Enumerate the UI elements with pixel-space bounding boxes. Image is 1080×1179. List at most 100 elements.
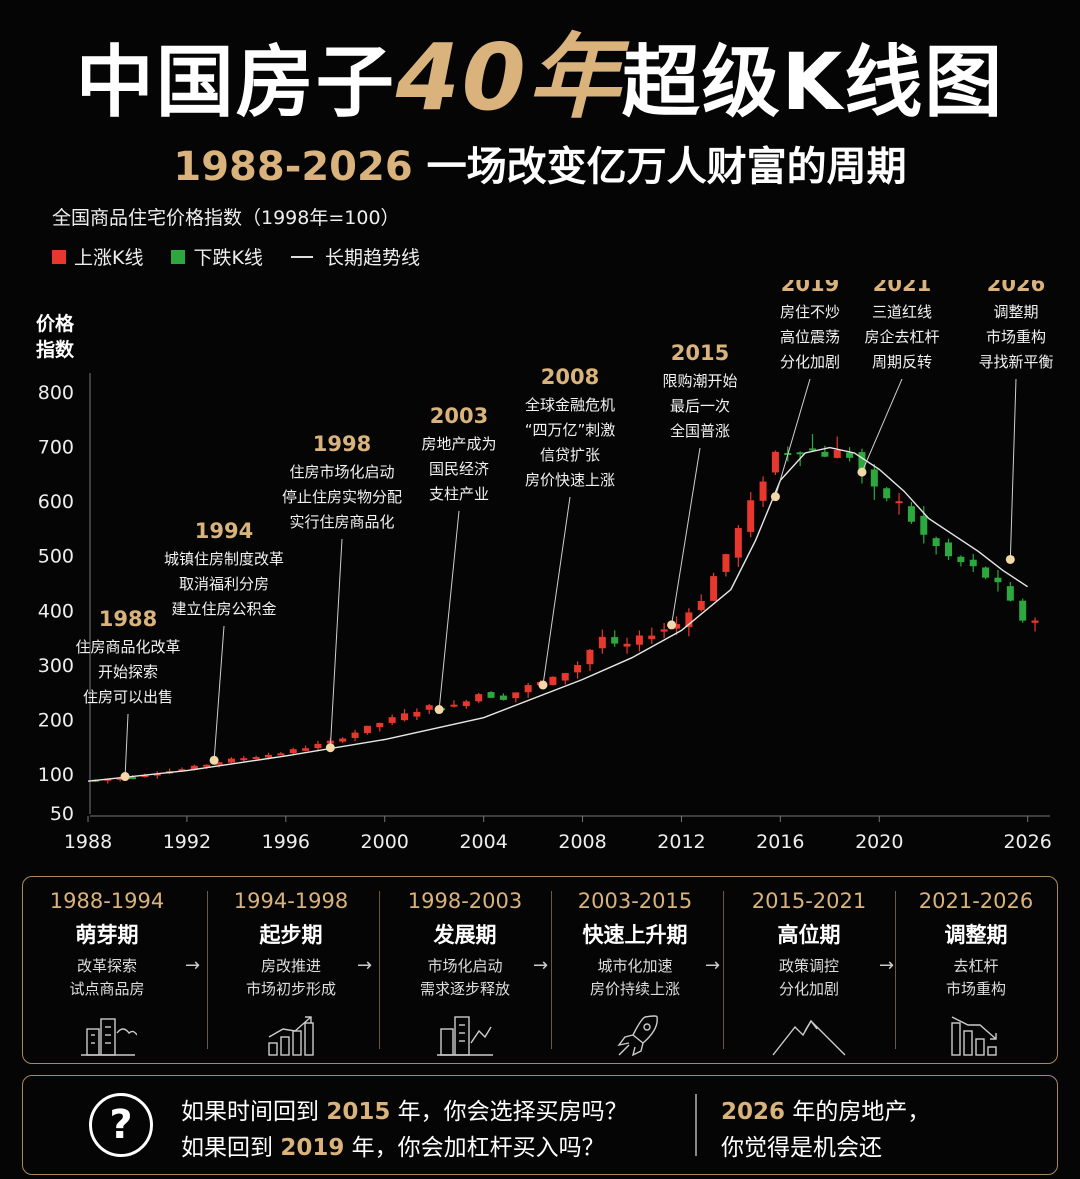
y-tick-label: 200 — [38, 709, 74, 731]
stage-desc-line: 房价持续上涨 — [589, 980, 680, 998]
event-text: 实行住房商品化 — [289, 513, 394, 531]
event-text: 调整期 — [993, 303, 1038, 321]
stage-desc-line: 政策调控 — [778, 957, 839, 975]
stage-4: 2003-2015 快速上升期 城市化加速 房价持续上涨 — [551, 877, 719, 1063]
x-tick-label: 2008 — [558, 831, 606, 853]
y-tick-label: 800 — [38, 382, 74, 404]
legend-up-label: 上涨K线 — [74, 247, 144, 269]
candle-body — [932, 538, 940, 547]
x-tick-label: 2004 — [459, 831, 507, 853]
x-tick-label: 1996 — [262, 831, 310, 853]
stage-name: 起步期 — [259, 923, 323, 947]
event-marker — [667, 620, 677, 630]
event-marker — [857, 467, 867, 477]
candle-body — [623, 643, 631, 647]
candle-body — [277, 753, 285, 756]
candle-body — [982, 567, 990, 578]
stage-separator — [379, 891, 380, 1049]
growth-chart-icon — [268, 1016, 314, 1056]
stages-panel: 1988-1994 萌芽期 改革探索 试点商品房 → 1994-1998 起步期 … — [22, 876, 1058, 1064]
stage-desc: 城市化加速 房价持续上涨 — [551, 955, 719, 1001]
event-marker — [434, 705, 444, 715]
title-part-1: 中国房子 — [75, 38, 396, 128]
q3-year: 2026 — [721, 1099, 786, 1125]
candle-body — [673, 624, 681, 629]
event-text: 全球金融危机 — [525, 396, 615, 414]
q2-year: 2019 — [280, 1135, 345, 1161]
q2-text-b: 年，你会加杠杆买入吗？ — [344, 1135, 605, 1161]
title-part-2: 超级K线图 — [621, 38, 1005, 128]
stage-desc: 去杠杆 市场重构 — [895, 955, 1057, 1001]
event-marker — [538, 680, 548, 690]
title-highlight: 40年 — [395, 24, 622, 131]
event-connector — [774, 378, 811, 497]
candle-body — [635, 635, 643, 645]
index-title: 全国商品住宅价格指数（1998年=100） — [52, 207, 400, 229]
stage-5: 2015-2021 高位期 政策调控 分化加剧 — [723, 877, 895, 1063]
question-1: 如果时间回到 2015 年，你会选择买房吗？ — [181, 1092, 628, 1126]
y-tick-label: 400 — [38, 600, 74, 622]
x-tick-label: 1992 — [163, 831, 211, 853]
candle-body — [660, 629, 668, 632]
event-text: 房住不炒 — [780, 303, 840, 321]
stage-3: 1998-2003 发展期 市场化启动 需求逐步释放 — [379, 877, 551, 1063]
candle-body — [994, 577, 1002, 583]
event-marker — [325, 743, 335, 753]
q3-text: 年的房地产， — [785, 1099, 931, 1125]
event-text: 全国普涨 — [670, 422, 730, 440]
candlestick-chart: 价格指数 50 100 200 300 400 500 600 700 800 1988 1992 19… — [36, 280, 1054, 853]
event-year: 2021 — [873, 280, 931, 296]
question-box: ? 如果时间回到 2015 年，你会选择买房吗？ 如果回到 2019 年，你会加… — [22, 1075, 1058, 1175]
candle-body — [722, 554, 730, 572]
candle-body — [388, 717, 396, 723]
stage-arrow: → — [357, 955, 373, 976]
event-text: 国民经济 — [429, 460, 489, 478]
candle-body — [734, 528, 742, 558]
candle-body — [747, 500, 755, 532]
city-icon — [81, 1018, 137, 1056]
stage-6: 2021-2026 调整期 去杠杆 市场重构 — [895, 877, 1057, 1063]
legend-up-swatch — [52, 249, 66, 264]
event-text: 住房商品化改革 — [75, 638, 180, 656]
question-2: 如果回到 2019 年，你会加杠杆买入吗？ — [181, 1128, 605, 1162]
candle-body — [363, 725, 371, 734]
event-year: 2008 — [541, 365, 599, 389]
candle-body — [178, 769, 186, 772]
candle-body — [524, 685, 532, 693]
legend-up: 上涨K线 — [52, 243, 143, 270]
candle-body — [945, 542, 953, 557]
candle-body — [771, 451, 779, 473]
candle-body — [376, 722, 384, 728]
y-tick-label: 100 — [38, 764, 74, 786]
event-marker — [120, 772, 130, 782]
event-text: 城镇住房制度改革 — [164, 550, 284, 568]
event-marker — [1005, 554, 1015, 564]
candle-body — [809, 448, 817, 451]
candle-body — [598, 636, 606, 649]
candle-body — [586, 649, 594, 665]
stage-desc-line: 市场重构 — [945, 980, 1006, 998]
stage-desc: 政策调控 分化加剧 — [723, 955, 895, 1001]
event-connector — [1009, 378, 1017, 560]
candle-body — [1006, 586, 1014, 601]
candle-body — [499, 695, 507, 700]
candle-body — [561, 673, 569, 681]
stage-arrow: → — [185, 955, 201, 976]
event-connector — [438, 510, 460, 710]
event-text: 房企去杠杆 — [864, 328, 939, 346]
y-axis-label: 价格 — [36, 312, 75, 335]
stage-name: 萌芽期 — [75, 923, 139, 947]
stage-arrow: → — [705, 955, 721, 976]
event-connector — [213, 625, 225, 761]
event-text: 住房可以出售 — [83, 688, 173, 706]
stage-range: 2015-2021 — [751, 889, 867, 913]
stage-separator — [551, 891, 552, 1049]
candle-body — [450, 704, 458, 707]
question-4: 你觉得是机会还 — [721, 1135, 882, 1161]
candle-body — [611, 637, 619, 644]
subtitle-years: 1988-2026 — [173, 144, 413, 190]
x-tick-label: 2026 — [1003, 831, 1051, 853]
candle-body — [833, 450, 841, 458]
event-text: 市场重构 — [986, 328, 1046, 346]
y-tick-label: 300 — [38, 655, 74, 677]
